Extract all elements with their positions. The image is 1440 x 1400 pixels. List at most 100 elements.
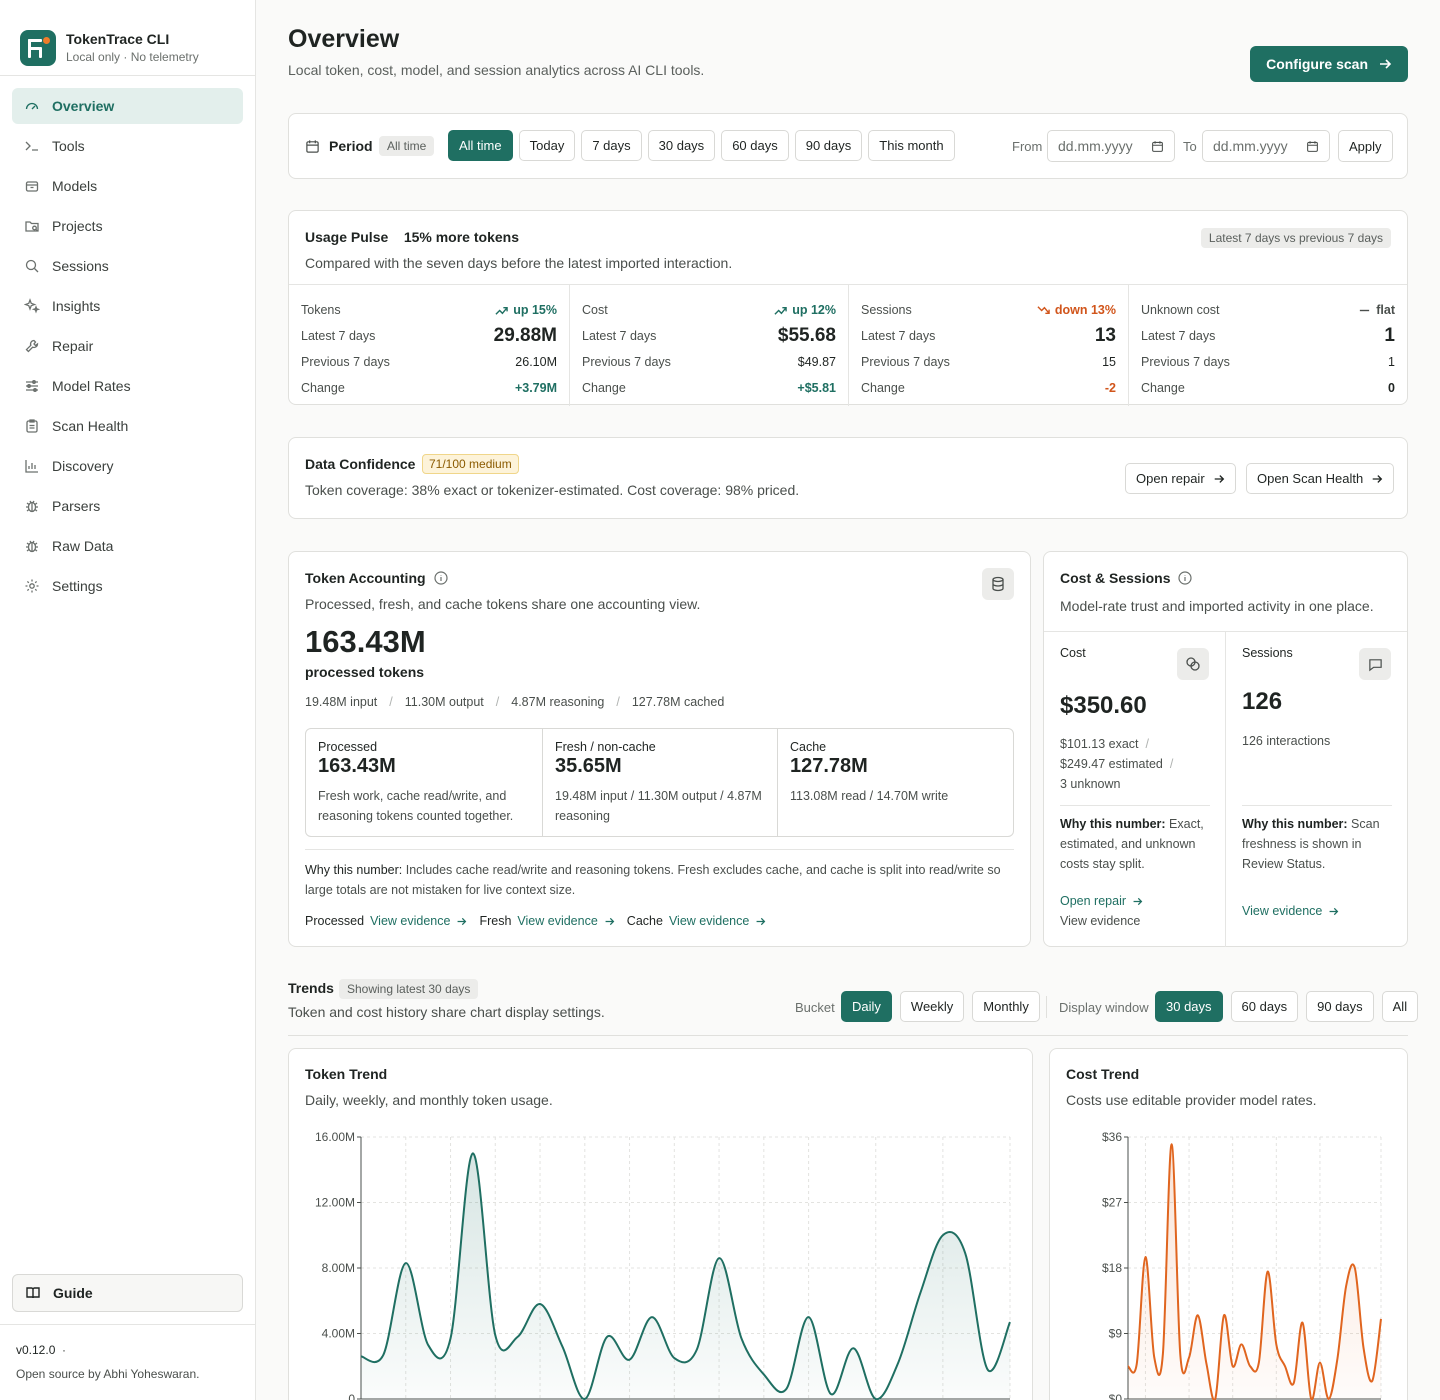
data-point[interactable] [377,1349,389,1361]
data-point[interactable] [1279,1360,1291,1372]
data-point[interactable] [825,1388,837,1400]
view-evidence-link[interactable]: View evidence [370,914,467,928]
open-scan-health-button[interactable]: Open Scan Health [1246,463,1395,494]
data-point[interactable] [1314,1357,1326,1369]
data-point[interactable] [646,1311,658,1323]
data-point[interactable] [1166,1138,1178,1150]
data-point[interactable] [780,1383,792,1395]
window-option-60-days[interactable]: 60 days [1230,991,1299,1022]
period-option-90-days[interactable]: 90 days [794,130,863,161]
window-option-30-days[interactable]: 30 days [1155,991,1223,1022]
period-option-30-days[interactable]: 30 days [647,130,716,161]
bucket-option-monthly[interactable]: Monthly [972,991,1040,1022]
info-icon[interactable] [433,571,448,585]
sidebar-item-overview[interactable]: Overview [12,88,243,124]
view-evidence-link[interactable]: View evidence [517,914,615,928]
data-point[interactable] [1227,1360,1239,1372]
window-option-all[interactable]: All [1381,991,1419,1022]
author-link[interactable]: Abhi Yoheswaran. [103,1367,200,1381]
data-point[interactable] [847,1342,859,1354]
data-point[interactable] [1296,1317,1308,1329]
sidebar-item-parsers[interactable]: Parsers [12,488,243,524]
sessions-view-evidence-link[interactable]: View evidence [1242,904,1339,918]
sidebar-item-settings[interactable]: Settings [12,568,243,604]
data-point[interactable] [1139,1251,1151,1263]
data-point[interactable] [668,1352,680,1364]
sidebar-item-sessions[interactable]: Sessions [12,248,243,284]
data-point[interactable] [1375,1313,1387,1325]
data-point[interactable] [735,1332,747,1344]
breakdown-item: 19.48M input [305,695,378,709]
period-option-today[interactable]: Today [518,130,576,161]
apply-button[interactable]: Apply [1338,130,1393,162]
info-icon[interactable] [1178,571,1193,585]
data-point[interactable] [1235,1338,1247,1350]
data-point[interactable] [959,1247,971,1259]
from-date-input[interactable]: dd.mm.yyyy [1047,130,1175,162]
sidebar-item-models[interactable]: Models [12,168,243,204]
data-point[interactable] [1288,1377,1300,1389]
data-point[interactable] [355,1350,367,1362]
sidebar-item-repair[interactable]: Repair [12,328,243,364]
open-repair-button[interactable]: Open repair [1125,463,1236,494]
data-point[interactable] [1366,1375,1378,1387]
data-point[interactable] [1253,1357,1265,1369]
data-point[interactable] [1157,1348,1169,1360]
data-point[interactable] [1218,1309,1230,1321]
metric-row-label: Change [301,381,345,395]
data-point[interactable] [1183,1352,1195,1364]
data-point[interactable] [556,1341,568,1353]
period-option-7-days[interactable]: 7 days [581,130,642,161]
data-point[interactable] [914,1287,926,1299]
period-option-60-days[interactable]: 60 days [721,130,789,161]
view-evidence-link[interactable]: View evidence [669,914,766,928]
data-point[interactable] [1201,1358,1213,1370]
data-point[interactable] [422,1339,434,1351]
sidebar-item-tools[interactable]: Tools [12,128,243,164]
data-point[interactable] [1358,1342,1370,1354]
sidebar-item-insights[interactable]: Insights [12,288,243,324]
data-point[interactable] [624,1354,636,1366]
bucket-option-weekly[interactable]: Weekly [899,991,965,1022]
data-point[interactable] [1349,1262,1361,1274]
cost-open-repair-link[interactable]: Open repair [1060,894,1143,908]
sidebar-item-discovery[interactable]: Discovery [12,448,243,484]
sidebar-item-raw-data[interactable]: Raw Data [12,528,243,564]
configure-scan-button[interactable]: Configure scan [1250,46,1408,82]
sidebar-item-projects[interactable]: Projects [12,208,243,244]
data-point[interactable] [937,1229,949,1241]
data-point[interactable] [1192,1309,1204,1321]
data-point[interactable] [534,1298,546,1310]
data-point[interactable] [892,1357,904,1369]
cost-view-evidence-link[interactable]: View evidence [1060,914,1141,928]
data-point[interactable] [758,1368,770,1380]
data-point[interactable] [601,1331,613,1343]
data-point[interactable] [691,1344,703,1356]
period-option-this-month[interactable]: This month [868,130,955,161]
bucket-option-daily[interactable]: Daily [841,991,892,1022]
guide-button[interactable]: Guide [12,1274,243,1312]
metric-value-previous: 26.10M [515,355,557,369]
data-point[interactable] [1331,1353,1343,1365]
data-point[interactable] [445,1332,457,1344]
to-date-input[interactable]: dd.mm.yyyy [1202,130,1330,162]
data-point[interactable] [713,1252,725,1264]
data-point[interactable] [1004,1316,1016,1328]
breakdown-separator: / [389,695,393,709]
data-point[interactable] [1131,1358,1143,1370]
data-point[interactable] [1270,1338,1282,1350]
data-point[interactable] [803,1311,815,1323]
window-option-90-days[interactable]: 90 days [1306,991,1374,1022]
metric-name: Sessions [861,303,912,317]
sidebar-item-model-rates[interactable]: Model Rates [12,368,243,404]
period-option-all-time[interactable]: All time [448,130,513,161]
data-point[interactable] [1340,1280,1352,1292]
breakdown-separator: / [616,695,620,709]
data-point[interactable] [982,1364,994,1376]
data-point[interactable] [1262,1266,1274,1278]
data-point[interactable] [467,1147,479,1159]
data-point[interactable] [400,1257,412,1269]
data-point[interactable] [489,1329,501,1341]
sidebar-item-scan-health[interactable]: Scan Health [12,408,243,444]
data-point[interactable] [512,1331,524,1343]
